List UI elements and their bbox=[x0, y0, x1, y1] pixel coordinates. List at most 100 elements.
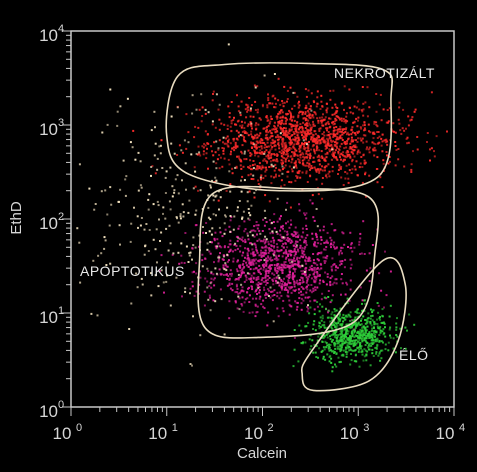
data-point bbox=[330, 246, 332, 249]
data-point bbox=[340, 262, 343, 265]
data-point bbox=[325, 127, 328, 130]
data-point bbox=[290, 253, 293, 256]
data-point bbox=[226, 284, 229, 287]
data-point bbox=[341, 282, 344, 285]
data-point bbox=[355, 339, 358, 342]
data-point bbox=[265, 272, 268, 275]
data-point bbox=[285, 239, 288, 241]
data-point bbox=[233, 215, 236, 218]
data-point bbox=[287, 255, 289, 257]
data-point bbox=[356, 151, 359, 153]
data-point bbox=[273, 213, 276, 216]
data-point bbox=[241, 216, 244, 219]
data-point bbox=[194, 125, 197, 128]
data-point bbox=[371, 319, 374, 322]
data-point bbox=[197, 145, 200, 148]
data-point bbox=[204, 108, 207, 111]
data-point bbox=[244, 108, 247, 111]
data-point bbox=[255, 288, 258, 291]
data-point bbox=[407, 115, 410, 118]
data-point bbox=[207, 216, 210, 219]
data-point bbox=[281, 163, 283, 166]
data-point bbox=[300, 293, 303, 296]
data-point bbox=[348, 88, 351, 91]
data-point bbox=[309, 174, 312, 177]
data-point bbox=[267, 156, 270, 159]
data-point bbox=[322, 136, 325, 139]
data-point bbox=[340, 338, 342, 341]
data-point bbox=[333, 134, 336, 137]
data-point bbox=[296, 258, 298, 261]
y-tick-label: 10 bbox=[39, 26, 58, 45]
data-point bbox=[322, 138, 325, 141]
data-point bbox=[269, 144, 272, 147]
data-point bbox=[329, 236, 332, 239]
data-point bbox=[274, 102, 277, 105]
data-point bbox=[344, 346, 347, 349]
data-point bbox=[315, 233, 318, 236]
data-point bbox=[327, 144, 330, 147]
data-point bbox=[285, 256, 288, 259]
data-point bbox=[333, 341, 336, 344]
data-point bbox=[222, 264, 225, 267]
data-point bbox=[318, 324, 321, 327]
data-point bbox=[302, 121, 304, 124]
data-point bbox=[270, 221, 273, 224]
data-point bbox=[320, 121, 323, 124]
data-point bbox=[339, 167, 342, 170]
data-point bbox=[352, 329, 355, 332]
data-point bbox=[194, 246, 197, 249]
data-point bbox=[272, 159, 275, 162]
data-point bbox=[268, 250, 271, 253]
data-point bbox=[314, 133, 317, 135]
data-point bbox=[283, 130, 286, 133]
data-point bbox=[246, 104, 249, 107]
data-point bbox=[180, 149, 183, 152]
data-point bbox=[362, 359, 365, 362]
data-point bbox=[271, 230, 274, 233]
data-point bbox=[324, 340, 327, 343]
data-point bbox=[209, 252, 212, 255]
data-point bbox=[332, 151, 335, 154]
data-point bbox=[313, 166, 316, 169]
data-point bbox=[380, 289, 383, 292]
data-point bbox=[275, 257, 278, 260]
data-point bbox=[338, 264, 341, 267]
data-point bbox=[358, 331, 360, 333]
data-point bbox=[289, 142, 292, 145]
data-point bbox=[230, 129, 233, 132]
data-point bbox=[292, 272, 294, 275]
data-point bbox=[250, 252, 253, 255]
data-point bbox=[305, 152, 308, 155]
data-point bbox=[252, 253, 255, 256]
data-point bbox=[371, 141, 374, 144]
data-point bbox=[346, 332, 349, 335]
data-point bbox=[341, 342, 344, 345]
data-point bbox=[364, 349, 367, 352]
data-point bbox=[246, 200, 249, 203]
data-point bbox=[355, 325, 357, 328]
data-point bbox=[286, 265, 289, 268]
data-point bbox=[241, 271, 244, 274]
data-point bbox=[321, 292, 324, 295]
data-point bbox=[373, 122, 376, 125]
data-point bbox=[235, 285, 238, 288]
data-point bbox=[256, 233, 258, 236]
data-point bbox=[90, 312, 93, 315]
data-point bbox=[103, 247, 106, 250]
data-point bbox=[261, 105, 264, 108]
data-point bbox=[299, 176, 302, 179]
data-point bbox=[379, 316, 381, 318]
data-point bbox=[296, 248, 299, 251]
data-point bbox=[351, 250, 354, 253]
data-point bbox=[297, 131, 300, 134]
data-point bbox=[119, 105, 122, 108]
data-point bbox=[412, 150, 414, 153]
data-point bbox=[278, 284, 281, 287]
data-point bbox=[326, 353, 329, 356]
data-point bbox=[295, 251, 298, 254]
data-point bbox=[329, 349, 332, 352]
data-point bbox=[378, 352, 381, 355]
data-point bbox=[204, 277, 207, 280]
data-point bbox=[311, 339, 314, 342]
